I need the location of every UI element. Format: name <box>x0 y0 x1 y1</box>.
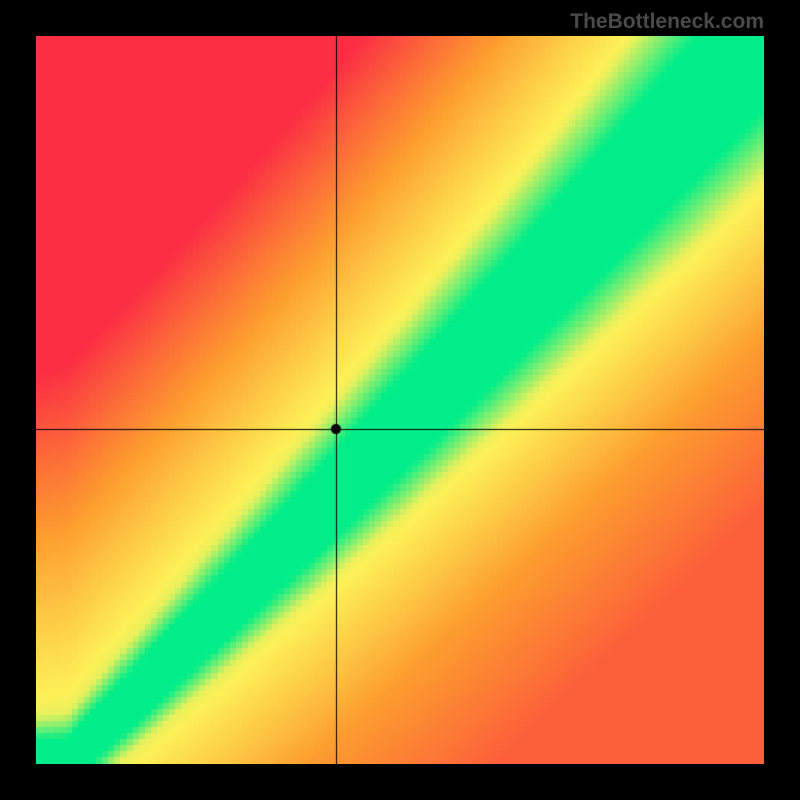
bottleneck-heatmap <box>36 36 764 764</box>
attribution-text: TheBottleneck.com <box>570 10 764 34</box>
chart-container: TheBottleneck.com <box>0 0 800 800</box>
